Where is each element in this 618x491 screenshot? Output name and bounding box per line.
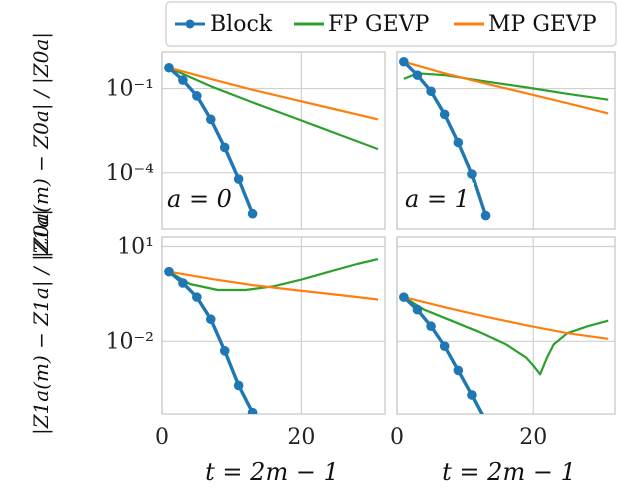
x-tick-label: 0 — [390, 425, 404, 450]
x-axis-label-left: t = 2m − 1 — [205, 458, 339, 486]
data-point — [453, 137, 464, 148]
series-block — [164, 62, 258, 219]
y-tick-label: 10⁻² — [106, 329, 154, 354]
legend-item-mp-gevp: MP GEVP — [454, 12, 597, 37]
series-fp-gevp — [168, 258, 379, 292]
data-point — [399, 56, 409, 67]
legend-frame — [165, 1, 617, 47]
data-point — [192, 91, 202, 101]
series-block — [164, 266, 258, 414]
panel-row1-col1: 0 20 — [390, 236, 616, 450]
data-point — [467, 390, 477, 400]
panel-frame — [396, 236, 616, 415]
legend: Block FP GEVP MP GEVP — [165, 1, 617, 47]
panel-row0-col0: 10⁻¹ 10⁻⁴ a = 0 — [106, 51, 386, 230]
data-point — [453, 365, 464, 376]
series-line — [168, 270, 379, 301]
legend-label-mp-gevp: MP GEVP — [488, 12, 597, 37]
annotation-bg — [402, 183, 474, 215]
series-mp-gevp — [168, 270, 379, 301]
legend-label-block: Block — [210, 12, 273, 37]
data-point — [412, 304, 423, 315]
series-line — [403, 60, 609, 115]
data-point — [233, 174, 244, 184]
data-point — [481, 416, 491, 426]
legend-item-block: Block — [175, 12, 273, 37]
panel-frame — [396, 51, 616, 230]
data-point — [205, 114, 216, 125]
annotation-bg — [164, 183, 236, 215]
series-line — [168, 66, 379, 121]
series-line — [403, 296, 609, 340]
data-point — [426, 321, 436, 332]
series-mp-gevp — [403, 296, 609, 340]
x-tick-label: 20 — [519, 425, 547, 450]
legend-marker-block — [185, 19, 195, 29]
series-mp-gevp — [403, 60, 609, 115]
series-block — [399, 292, 491, 426]
panel-annotation: a = 0 — [167, 185, 232, 213]
series-line — [168, 258, 379, 292]
data-point — [467, 169, 477, 179]
y-axis-label-row1: |Z1a(m) − Z1a| / |Z1a| — [29, 209, 54, 435]
data-point — [219, 142, 230, 153]
legend-item-fp-gevp: FP GEVP — [294, 12, 430, 37]
y-tick-label: 10⁻¹ — [106, 77, 154, 102]
series-line — [167, 270, 255, 414]
panels: 10⁻¹ 10⁻⁴ a = 0 a = 1 10¹ 10⁻² 0 20 0 20 — [106, 51, 616, 450]
data-point — [399, 292, 409, 302]
panel-row1-col0: 10¹ 10⁻² 0 20 — [106, 235, 386, 450]
data-point — [439, 341, 450, 351]
panel-row0-col1: a = 1 — [396, 51, 616, 230]
x-tick-label: 20 — [287, 425, 315, 450]
data-point — [247, 407, 258, 414]
series-mp-gevp — [168, 66, 379, 121]
data-point — [205, 314, 216, 325]
data-point — [426, 86, 436, 97]
x-tick-label: 0 — [155, 425, 169, 450]
series-line — [168, 66, 379, 151]
panel-annotation: a = 1 — [405, 185, 470, 213]
data-point — [164, 266, 174, 277]
data-point — [480, 210, 491, 221]
data-point — [247, 208, 258, 219]
series-line — [402, 295, 484, 414]
data-point — [233, 380, 244, 391]
y-tick-label: 10¹ — [117, 235, 154, 260]
y-axis-label-row0: |Z0a(m) − Z0a| / |Z0a| — [29, 32, 54, 258]
series-block — [399, 56, 491, 221]
x-axis-label-right: t = 2m − 1 — [442, 458, 576, 486]
data-point — [178, 278, 188, 288]
data-point — [192, 292, 202, 302]
data-point — [412, 70, 423, 80]
panel-frame — [161, 236, 386, 415]
legend-label-fp-gevp: FP GEVP — [328, 12, 430, 37]
data-point — [439, 109, 450, 120]
data-point — [178, 75, 188, 85]
panel-frame — [161, 51, 386, 230]
data-point — [164, 62, 174, 73]
data-point — [219, 346, 230, 356]
series-fp-gevp — [168, 66, 379, 151]
y-tick-label: 10⁻⁴ — [106, 161, 155, 186]
